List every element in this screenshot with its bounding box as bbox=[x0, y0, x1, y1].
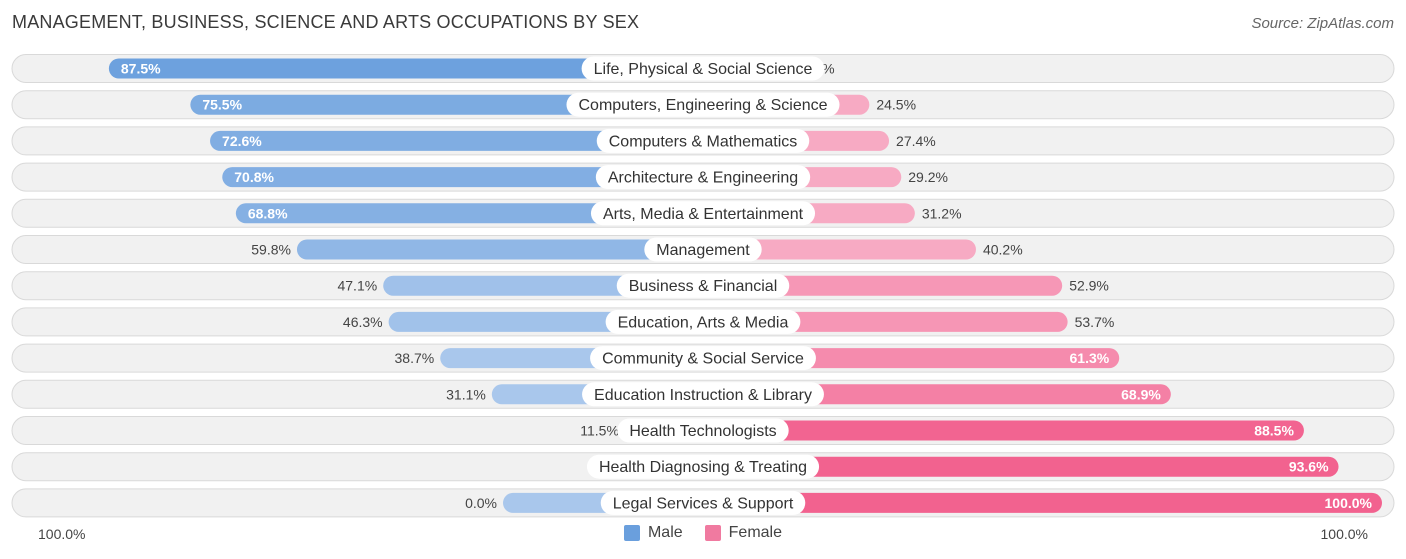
bar-male bbox=[108, 58, 703, 79]
value-label-female: 68.9% bbox=[1121, 386, 1161, 402]
value-label-male: 72.6% bbox=[222, 133, 262, 149]
bar-female bbox=[703, 420, 1304, 441]
bar-female bbox=[703, 456, 1339, 477]
value-label-female: 27.4% bbox=[896, 133, 936, 149]
category-label: Legal Services & Support bbox=[613, 495, 794, 512]
chart-row: 59.8% 40.2% Management bbox=[11, 235, 1395, 264]
chart-row: 38.7% 61.3% Community & Social Service bbox=[11, 343, 1395, 373]
value-label-female: 100.0% bbox=[1325, 495, 1373, 511]
category-label: Education, Arts & Media bbox=[618, 314, 789, 331]
chart-row: 46.3% 53.7% Education, Arts & Media bbox=[11, 307, 1395, 337]
bar-male bbox=[222, 167, 703, 188]
value-label-female: 61.3% bbox=[1070, 350, 1110, 366]
category-label: Arts, Media & Entertainment bbox=[603, 206, 804, 223]
value-label-male: 47.1% bbox=[337, 278, 377, 294]
legend-label-male: Male bbox=[647, 524, 683, 541]
value-label-male: 11.5% bbox=[580, 423, 619, 439]
value-label-male: 87.5% bbox=[121, 61, 161, 77]
chart-row: 72.6% 27.4% Computers & Mathematics bbox=[11, 126, 1395, 156]
value-label-male: 0.0% bbox=[465, 495, 497, 511]
value-label-male: 31.1% bbox=[446, 386, 486, 402]
category-label-box bbox=[596, 128, 810, 153]
value-label-female: 52.9% bbox=[1069, 278, 1109, 294]
value-label-male: 70.8% bbox=[234, 169, 274, 185]
category-label: Education Instruction & Library bbox=[594, 387, 812, 404]
axis-right-label: 100.0% bbox=[1320, 526, 1368, 542]
value-label-female: 53.7% bbox=[1075, 314, 1115, 330]
category-label: Health Technologists bbox=[629, 423, 776, 440]
value-label-male: 68.8% bbox=[248, 205, 288, 221]
category-label-box bbox=[617, 418, 789, 443]
category-label: Life, Physical & Social Science bbox=[594, 61, 813, 78]
value-label-male: 38.7% bbox=[395, 350, 435, 366]
bar-male bbox=[210, 130, 703, 151]
category-label-box bbox=[590, 346, 816, 371]
category-label-box bbox=[581, 56, 825, 81]
category-label-box bbox=[644, 237, 762, 262]
value-label-female: 31.2% bbox=[922, 205, 962, 221]
legend-item-female: Female bbox=[704, 524, 783, 542]
category-label-box bbox=[605, 309, 801, 334]
category-label-box bbox=[590, 201, 816, 226]
category-label: Business & Financial bbox=[629, 278, 778, 295]
bar-male bbox=[296, 239, 703, 260]
chart-row: 6.4%93.6%Health Diagnosing & Treating bbox=[11, 452, 1395, 482]
category-label-box bbox=[616, 273, 790, 298]
chart-row: 70.8% 29.2% Architecture & Engineering bbox=[11, 162, 1395, 192]
bar-male bbox=[235, 203, 703, 224]
axis-left-label: 100.0% bbox=[38, 526, 86, 542]
chart-row: 11.5% 88.5% Health Technologists bbox=[11, 416, 1395, 445]
chart-title: MANAGEMENT, BUSINESS, SCIENCE AND ARTS O… bbox=[12, 12, 640, 32]
legend-item-male: Male bbox=[623, 524, 683, 542]
value-label-male: 59.8% bbox=[251, 242, 291, 258]
legend-label-female: Female bbox=[728, 524, 783, 541]
chart-row: 47.1% 52.9% Business & Financial bbox=[11, 271, 1395, 301]
category-label-box bbox=[566, 92, 840, 117]
chart-row: 75.5% 24.5% Computers, Engineering & Scien… bbox=[11, 90, 1395, 120]
value-label-female: 93.6% bbox=[1289, 459, 1329, 475]
category-label: Computers, Engineering & Science bbox=[578, 97, 827, 114]
category-label: Community & Social Service bbox=[602, 351, 804, 368]
category-label: Health Diagnosing & Treating bbox=[599, 459, 807, 476]
category-label: Architecture & Engineering bbox=[608, 170, 798, 187]
category-label: Computers & Mathematics bbox=[609, 133, 798, 150]
category-label-box bbox=[582, 382, 824, 407]
diverging-bar-chart: 87.5%12.5%Life, Physical & Social Scienc… bbox=[11, 54, 1395, 518]
bar-female bbox=[703, 275, 1063, 296]
chart-row: 0.0% 100.0% Legal Services & Support bbox=[11, 488, 1395, 518]
bar-female bbox=[703, 239, 976, 260]
legend: Male Female bbox=[0, 524, 1406, 542]
category-label-box bbox=[586, 454, 820, 479]
legend-swatch-female bbox=[704, 525, 721, 541]
value-label-male: 75.5% bbox=[202, 97, 242, 113]
legend-swatch-male bbox=[623, 525, 640, 541]
chart-row: 31.1% 68.9% Education Instruction & Librar… bbox=[11, 379, 1395, 409]
source-label: Source: ZipAtlas.com bbox=[1251, 15, 1394, 32]
category-label: Management bbox=[656, 242, 750, 259]
category-label-box bbox=[595, 165, 811, 190]
value-label-female: 29.2% bbox=[908, 169, 948, 185]
bar-female bbox=[703, 492, 1382, 513]
chart-row: 68.8% 31.2% Arts, Media & Entertainment bbox=[11, 198, 1395, 228]
chart-row: 87.5%12.5%Life, Physical & Social Scienc… bbox=[11, 54, 1395, 83]
value-label-female: 40.2% bbox=[983, 242, 1023, 258]
value-label-male: 46.3% bbox=[343, 314, 383, 330]
category-label-box bbox=[600, 490, 806, 515]
value-label-female: 88.5% bbox=[1254, 423, 1294, 439]
value-label-female: 24.5% bbox=[876, 97, 916, 113]
